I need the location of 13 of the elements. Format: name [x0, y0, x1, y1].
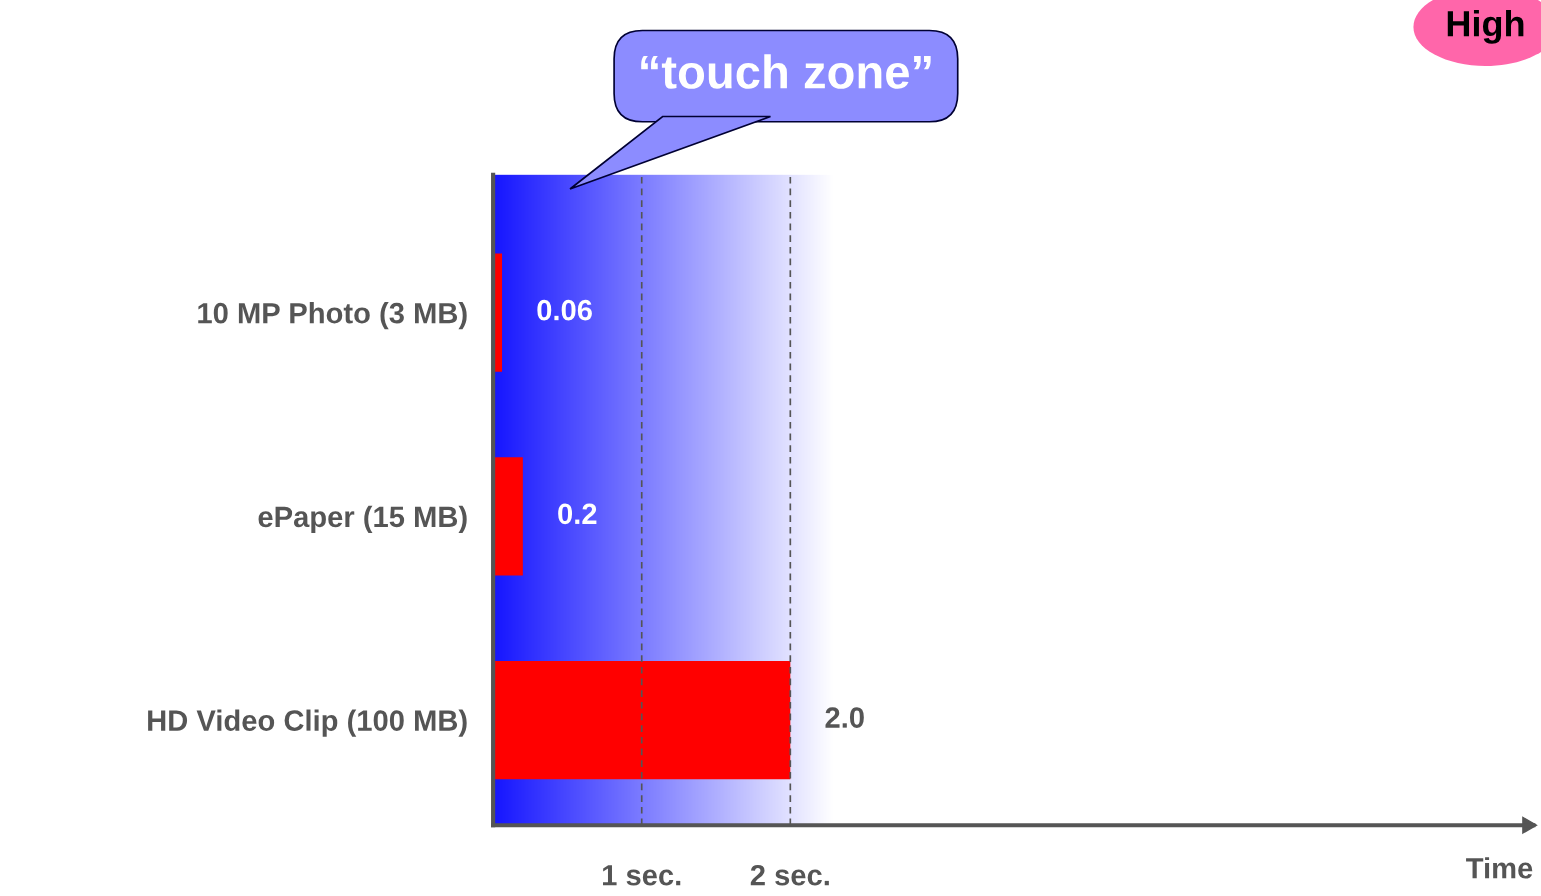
x-tick-label: 2 sec. [750, 864, 829, 886]
y-tick-label: ePaper (15 MB) [258, 505, 467, 533]
bar [493, 661, 791, 780]
band-label: “touch zone” [641, 54, 931, 89]
text: High [1447, 9, 1524, 44]
x-axis-title: Time [1466, 857, 1533, 879]
data-label: 0.06 [537, 299, 592, 321]
y-tick-label: HD Video Clip (100 MB) [148, 709, 467, 737]
x-tick-label: 1 sec. [603, 865, 681, 886]
data-label: 0.2 [558, 503, 597, 525]
y-tick-label: 10 MP Photo (3 MB) [198, 302, 467, 330]
data-label: 2.0 [825, 707, 864, 728]
bar [493, 457, 523, 576]
